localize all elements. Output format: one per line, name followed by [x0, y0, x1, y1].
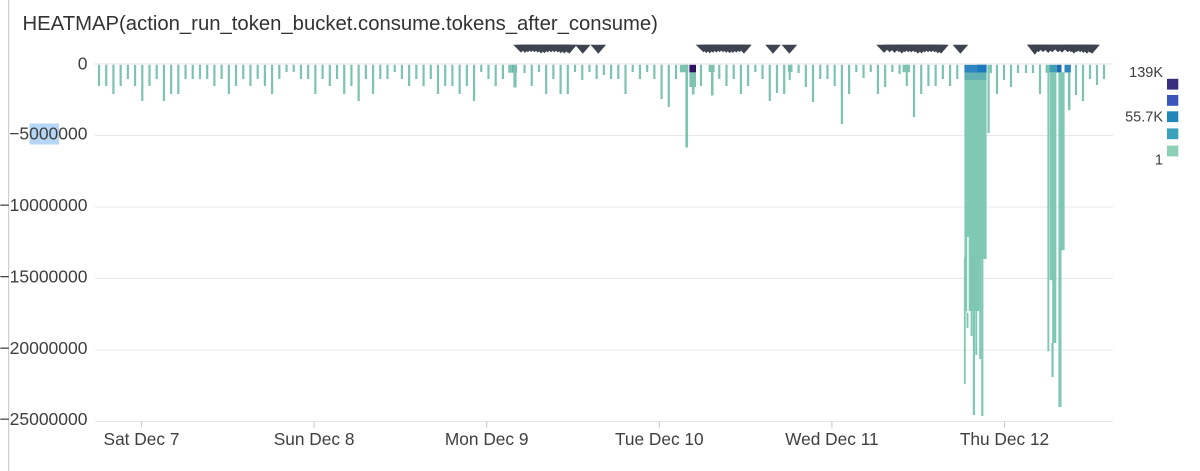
- svg-text:−25000000: −25000000: [0, 409, 88, 429]
- svg-text:Sat Dec 7: Sat Dec 7: [104, 429, 180, 449]
- svg-text:−10000000: −10000000: [0, 195, 88, 215]
- svg-text:139K: 139K: [1129, 65, 1163, 81]
- svg-text:−15000000: −15000000: [0, 267, 88, 287]
- svg-text:0: 0: [78, 54, 88, 74]
- svg-text:1: 1: [1155, 153, 1163, 169]
- svg-text:−5000000: −5000000: [9, 124, 88, 144]
- svg-text:−20000000: −20000000: [0, 338, 88, 358]
- svg-text:HEATMAP(action_run_token_bucke: HEATMAP(action_run_token_bucket.consume.…: [23, 13, 658, 35]
- svg-text:Sun Dec 8: Sun Dec 8: [274, 429, 355, 449]
- svg-text:Thu Dec 12: Thu Dec 12: [960, 429, 1049, 449]
- svg-text:Mon Dec 9: Mon Dec 9: [445, 429, 529, 449]
- svg-text:55.7K: 55.7K: [1125, 110, 1163, 126]
- svg-text:Tue Dec 10: Tue Dec 10: [615, 429, 704, 449]
- svg-text:Wed Dec 11: Wed Dec 11: [785, 429, 879, 449]
